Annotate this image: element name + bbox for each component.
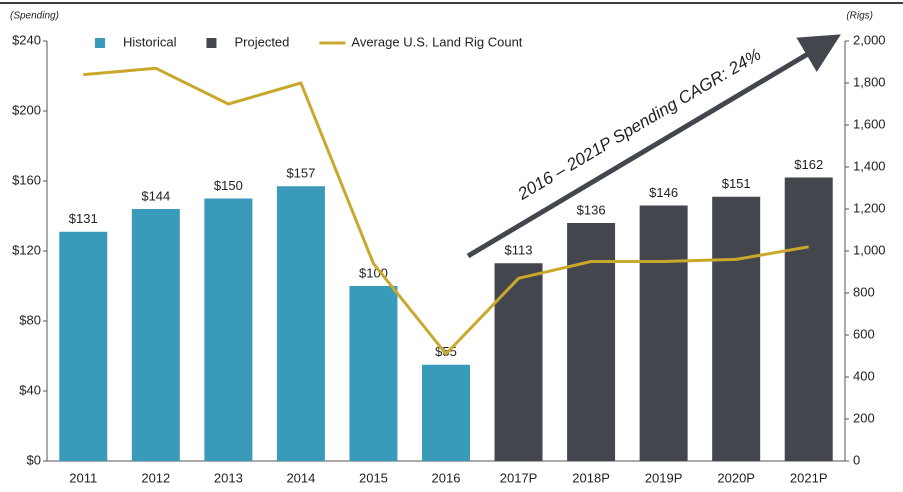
bar	[131, 209, 180, 461]
bar	[784, 177, 833, 461]
y2-tick-label: 800	[853, 284, 875, 299]
x-tick-label: 2021P	[790, 470, 828, 485]
value-label: $162	[794, 157, 823, 172]
y2-tick-label: 400	[853, 368, 875, 383]
y-tick-label: $240	[12, 32, 41, 47]
bar	[712, 196, 761, 461]
value-label: $144	[141, 188, 170, 203]
x-tick-label: 2019P	[645, 470, 683, 485]
y2-tick-label: 0	[853, 452, 860, 467]
legend-label: Historical	[123, 34, 177, 49]
legend-swatch	[206, 38, 217, 48]
x-tick-label: 2018P	[572, 470, 610, 485]
bar	[349, 286, 398, 461]
y2-tick-label: 200	[853, 410, 875, 425]
x-tick-label: 2020P	[717, 470, 755, 485]
line	[83, 66, 809, 357]
y2-tick-label: 1,600	[853, 116, 886, 131]
legend-label: Projected	[234, 34, 289, 49]
x-tick-label: 2011	[69, 470, 97, 485]
y-tick-label: $160	[12, 172, 41, 187]
bar	[494, 263, 543, 461]
y2-tick-label: 1,200	[853, 200, 886, 215]
bar	[567, 223, 616, 461]
x-tick-label: 2015	[359, 470, 388, 485]
legend-label: Average U.S. Land Rig Count	[351, 34, 522, 49]
bar	[639, 205, 688, 461]
y2-tick-label: 1,400	[853, 158, 886, 173]
value-label: $157	[286, 166, 315, 181]
x-tick-label: 2013	[214, 470, 243, 485]
y2-tick-label: 1,800	[853, 74, 886, 89]
value-label: $136	[577, 202, 606, 217]
y2-axis-label: (Rigs)	[846, 11, 873, 22]
value-label: $151	[722, 176, 751, 191]
value-label: $131	[69, 211, 98, 226]
value-label: $113	[505, 243, 533, 258]
y-tick-label: $200	[12, 102, 41, 117]
trend-arrow	[466, 34, 841, 259]
bar	[204, 198, 253, 461]
x-tick-label: 2017P	[500, 470, 538, 485]
y-tick-label: $0	[27, 452, 41, 467]
y2-tick-label: 1,000	[853, 242, 886, 257]
x-tick-label: 2016	[432, 470, 461, 485]
y-axis-label: (Spending)	[10, 11, 59, 22]
bar	[422, 364, 470, 461]
x-tick-label: 2014	[286, 470, 315, 485]
y2-tick-label: 600	[853, 326, 875, 341]
legend-swatch	[95, 38, 105, 48]
bar	[276, 186, 325, 461]
y-tick-label: $120	[12, 242, 41, 257]
value-label: $100	[359, 265, 388, 280]
y2-tick-label: 2,000	[853, 32, 886, 47]
x-tick-label: 2012	[141, 470, 170, 485]
value-label: $146	[649, 185, 678, 200]
y-tick-label: $40	[19, 382, 41, 397]
value-label: $150	[214, 178, 243, 193]
bar	[59, 231, 108, 461]
y-tick-label: $80	[19, 312, 41, 327]
